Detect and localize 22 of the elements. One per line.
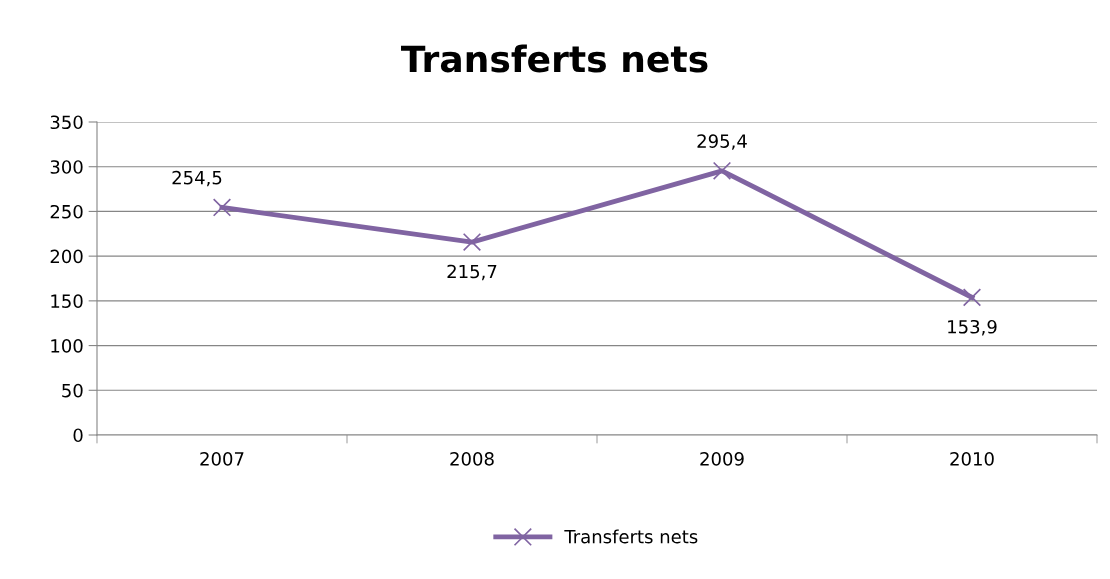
data-label: 215,7 xyxy=(447,264,497,281)
y-tick-label: 200 xyxy=(50,249,83,264)
chart-title: Transferts nets xyxy=(401,44,708,73)
x-tick-label: 2008 xyxy=(450,451,494,466)
legend-label: Transferts nets xyxy=(564,529,698,544)
point xyxy=(712,161,732,180)
y-tick-label: 350 xyxy=(50,115,83,130)
x-tick-label: 2009 xyxy=(700,451,744,466)
point xyxy=(212,198,232,217)
y-tick-label: 250 xyxy=(50,204,83,219)
y-tick-label: 300 xyxy=(50,160,83,174)
data-label: 295,4 xyxy=(697,134,747,150)
y-tick-label: 50 xyxy=(62,383,83,398)
x-tick-label: 2007 xyxy=(200,451,244,466)
x-tick-label: 2010 xyxy=(950,451,994,466)
y-tick-label: 100 xyxy=(51,339,83,353)
y-tick-label: 150 xyxy=(51,294,83,308)
data-label: 254,5 xyxy=(172,170,222,187)
point xyxy=(962,288,982,307)
data-label: 153,9 xyxy=(948,319,997,336)
point xyxy=(462,232,482,252)
y-tick-label: 0 xyxy=(73,428,83,443)
